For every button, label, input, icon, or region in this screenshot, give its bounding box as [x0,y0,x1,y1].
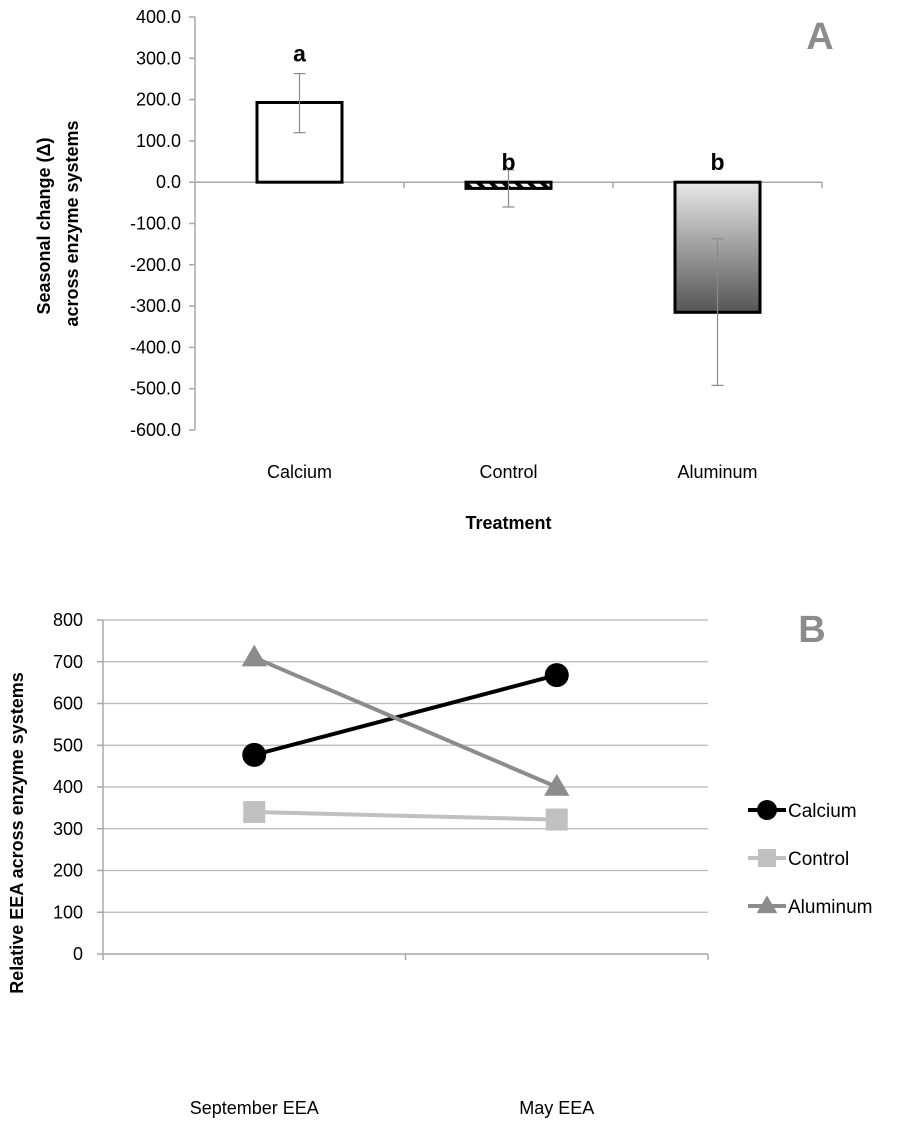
series-line-calcium [253,673,558,757]
significance-letter-aluminum: b [710,149,724,175]
panel-a-y-tick-label: -300.0 [130,296,181,316]
panel-b-y-tick-label: 400 [53,777,83,797]
legend-item-aluminum: Aluminum [748,895,872,918]
panel-a-y-tick-label: -100.0 [130,214,181,234]
panel-b-y-tick-label: 100 [53,902,83,922]
series-aluminum [241,644,570,796]
bar-calcium [255,100,344,184]
panel-a-y-tick-label: 200.0 [136,90,181,110]
significance-letter-calcium: a [293,41,306,67]
panel-a-y-tick-label: -400.0 [130,337,181,357]
legend-label: Control [788,849,849,870]
panel-b-letter: B [798,609,825,651]
panel-a-y-axis-title: Seasonal change (Δ) across enzyme system… [34,120,82,326]
point-control-may-eea [545,808,568,831]
panel-b-y-tick-label: 500 [53,735,83,755]
panel-a-y-tick-label: 400.0 [136,7,181,27]
significance-letter-control: b [501,149,515,175]
panel-a-x-axis-title: Treatment [465,513,551,533]
panel-b-x-tick-label: September EEA [190,1098,319,1118]
panel-a-y-axis-title-line-2: across enzyme systems [62,120,82,326]
panel-b-y-tick-label: 800 [53,610,83,630]
panel-a-y-tick-label: -200.0 [130,255,181,275]
legend-label: Aluminum [788,897,872,918]
series-line-aluminum [253,655,558,789]
panel-b: 800 700 600 500 400 300 200 100 0 September EEA M… [7,609,872,1118]
series-line-control [254,810,557,822]
panel-a-y-tick-label: 300.0 [136,48,181,68]
panel-b-y-tick-label: 700 [53,652,83,672]
panel-a: 400.0 300.0 200.0 100.0 0.0 -100.0 -200.0 -300.… [34,7,834,533]
panel-b-y-axis-title: Relative EEA across enzyme systems [7,672,27,994]
error-bar-aluminum [711,238,724,386]
point-aluminum-may-eea [544,774,570,796]
point-calcium-may-eea [544,663,569,688]
legend-marker [756,895,778,914]
panel-a-x-tick-label: Aluminum [677,462,757,482]
panel-b-y-tick-label: 600 [53,694,83,714]
series-control [243,801,568,831]
panel-b-y-tick-label: 0 [73,944,83,964]
point-control-september-eea [243,801,266,824]
panel-b-x-tick-label: May EEA [519,1098,594,1118]
point-calcium-september-eea [242,742,267,767]
error-bar-control [502,169,515,208]
error-bar-calcium [293,72,306,134]
panel-a-y-tick-label: -600.0 [130,420,181,440]
series-calcium [242,663,569,767]
panel-b-y-tick-label: 200 [53,861,83,881]
legend-label: Calcium [788,801,857,822]
panel-a-y-axis-title-line-1: Seasonal change (Δ) [34,138,54,315]
legend-marker [758,849,776,867]
panel-a-y-tick-label: 100.0 [136,131,181,151]
panel-a-y-tick-label: 0.0 [156,172,181,192]
panel-a-x-tick-label: Control [479,462,537,482]
point-aluminum-september-eea [241,644,267,667]
panel-a-x-tick-label: Calcium [267,462,332,482]
legend-item-calcium: Calcium [748,800,857,822]
panel-a-y-tick-label: -500.0 [130,379,181,399]
panel-a-letter: A [806,16,833,58]
panel-b-y-tick-label: 300 [53,819,83,839]
legend-marker [757,800,777,820]
legend-item-control: Control [748,849,849,870]
